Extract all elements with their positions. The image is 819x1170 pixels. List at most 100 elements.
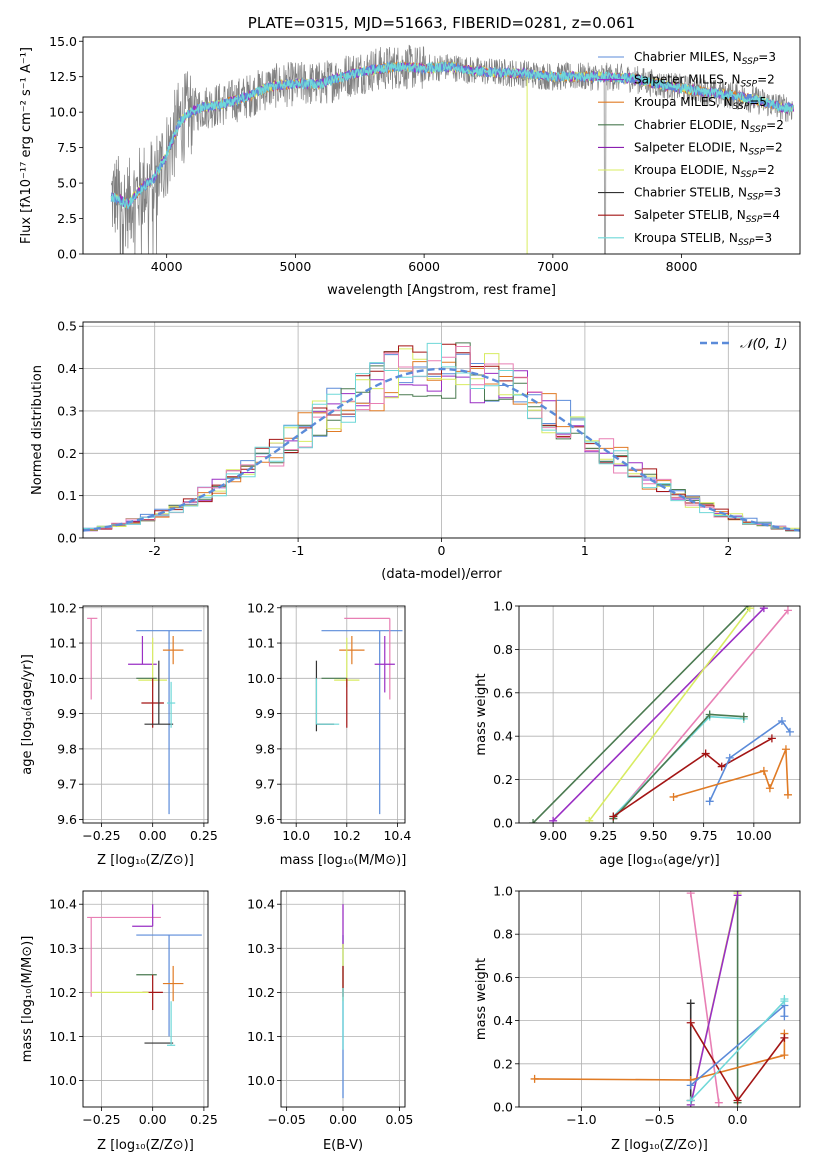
- y-tick-label: 10.1: [49, 636, 77, 651]
- weight-marker: [705, 710, 714, 719]
- weight-marker: [701, 749, 710, 758]
- x-tick-label: −0.5: [644, 1112, 674, 1127]
- legend-entry: Chabrier ELODIE, NSSP=2: [634, 118, 784, 135]
- y-axis-label: Flux [fλ10⁻¹⁷ erg cm⁻² s⁻¹ A⁻¹]: [19, 47, 34, 244]
- y-tick-label: 0.8: [493, 642, 513, 657]
- y-tick-label: 7.5: [57, 140, 77, 155]
- y-tick-label: 10.0: [49, 1073, 77, 1088]
- y-tick-label: 10.2: [49, 600, 77, 615]
- y-tick-label: 0.4: [493, 729, 513, 744]
- x-tick-label: −0.05: [267, 1112, 305, 1127]
- weight-marker: [759, 606, 768, 613]
- weight-marker: [785, 727, 794, 736]
- weight-marker: [686, 891, 695, 898]
- legend-entry: Salpeter STELIB, NSSP=4: [634, 208, 780, 225]
- axes-frame: [518, 605, 801, 824]
- axes-frame: [82, 890, 209, 1108]
- y-tick-label: 0.0: [493, 1100, 513, 1115]
- axes-frame: [82, 36, 801, 255]
- plot-area: [110, 44, 795, 254]
- x-tick-label: -1: [292, 543, 304, 558]
- weight-marker: [717, 762, 726, 771]
- x-tick-label: 10.0: [282, 828, 310, 843]
- gaussian-curve: [83, 367, 800, 532]
- panel-age_vs_Z: −0.25 0.00 0.25 9.6 9.7 9.8 9.9 10.0 10.1 10.2: [49, 600, 218, 843]
- weight-series-line: [534, 1033, 786, 1081]
- x-axis-label: age [log₁₀(age/yr)]: [599, 853, 720, 868]
- y-tick-label: 9.9: [57, 706, 77, 721]
- x-tick-label: 5000: [279, 259, 311, 274]
- plot-area: [281, 606, 405, 823]
- y-axis-label: mass weight: [474, 958, 489, 1040]
- y-tick-label: 1.0: [493, 599, 513, 614]
- x-axis-label: Z [log₁₀(Z/Z⊙)]: [97, 1138, 194, 1153]
- y-tick-label: 10.3: [49, 941, 77, 956]
- x-tick-label: 0.0: [728, 1112, 748, 1127]
- weight-marker: [669, 792, 678, 801]
- legend-entry: Kroupa ELODIE, NSSP=2: [634, 163, 775, 180]
- y-tick-label: 5.0: [57, 176, 77, 191]
- weight-marker: [739, 712, 748, 721]
- panel-age_vs_mass: 10.0 10.2 10.4 9.6 9.7 9.8 9.9 10.0 10.1 10.2: [247, 600, 411, 843]
- y-axis-label: Normed distribution: [30, 365, 45, 495]
- axes-frame: [82, 605, 209, 824]
- y-tick-label: 10.2: [247, 600, 275, 615]
- y-tick-label: 0.4: [493, 1013, 513, 1028]
- plot-area: [83, 322, 800, 538]
- weight-marker: [783, 606, 792, 615]
- weight-marker: [733, 1096, 742, 1105]
- weight-marker: [529, 819, 538, 823]
- y-tick-label: 9.6: [57, 812, 77, 827]
- y-tick-label: 0.6: [493, 970, 513, 985]
- x-tick-label: 9.25: [589, 828, 617, 843]
- x-tick-label: 0.25: [190, 1112, 218, 1127]
- legend-entry: Chabrier MILES, NSSP=3: [634, 50, 776, 67]
- axes-frame: [82, 321, 801, 539]
- weight-marker: [780, 1033, 789, 1042]
- x-tick-label: 4000: [151, 259, 183, 274]
- weight-series-line: [612, 737, 773, 818]
- x-axis-label: mass [log₁₀(M/M⊙)]: [280, 853, 407, 868]
- histogram-series: [83, 342, 800, 532]
- legend-entry: Chabrier STELIB, NSSP=3: [634, 186, 781, 203]
- weight-marker: [530, 1074, 539, 1083]
- weight-marker: [686, 1018, 695, 1027]
- x-tick-label: 7000: [537, 259, 569, 274]
- y-tick-label: 0.0: [57, 247, 77, 262]
- x-tick-label: 0.00: [139, 828, 167, 843]
- weight-series-line: [532, 606, 749, 823]
- x-tick-label: 0.00: [329, 1112, 357, 1127]
- y-tick-label: 0.3: [57, 403, 77, 418]
- axes-frame: [280, 890, 406, 1108]
- y-tick-label: 0.8: [493, 927, 513, 942]
- y-tick-label: 0.1: [57, 488, 77, 503]
- legend-entry: 𝒩(0, 1): [740, 337, 787, 352]
- panel-weight_vs_age: 9.00 9.25 9.50 9.75 10.00 0.0 0.2 0.4 0.6 0.8 1.0: [493, 599, 801, 843]
- weight-marker: [780, 1012, 789, 1021]
- weight-marker: [777, 717, 786, 726]
- y-tick-label: 10.0: [49, 105, 77, 120]
- y-tick-label: 0.0: [57, 531, 77, 546]
- y-axis-label: age [log₁₀(age/yr)]: [20, 654, 35, 775]
- y-tick-label: 12.5: [49, 69, 77, 84]
- y-tick-label: 9.9: [255, 706, 275, 721]
- y-tick-label: 10.1: [247, 636, 275, 651]
- weight-series-line: [588, 607, 751, 822]
- plot-area: [83, 606, 208, 823]
- legend-entry: Salpeter ELODIE, NSSP=2: [634, 140, 783, 157]
- legend-entry: Salpeter MILES, NSSP=2: [634, 73, 775, 90]
- weight-marker: [609, 812, 618, 821]
- weight-series-line: [689, 893, 720, 1103]
- y-tick-label: 0.2: [493, 772, 513, 787]
- weight-marker: [725, 753, 734, 762]
- x-tick-label: 10.4: [383, 828, 411, 843]
- y-tick-label: 9.7: [255, 777, 275, 792]
- x-axis-label: Z [log₁₀(Z/Z⊙)]: [611, 1138, 708, 1153]
- x-tick-label: 9.75: [690, 828, 718, 843]
- panel-mass_vs_Z: −0.25 0.00 0.25 10.0 10.1 10.2 10.3 10.4: [49, 890, 218, 1127]
- y-tick-label: 9.8: [57, 741, 77, 756]
- weight-series-line: [708, 719, 791, 802]
- y-tick-label: 10.0: [247, 671, 275, 686]
- legend-entry: Kroupa MILES, NSSP=5: [634, 95, 767, 112]
- y-tick-label: 0.2: [493, 1056, 513, 1071]
